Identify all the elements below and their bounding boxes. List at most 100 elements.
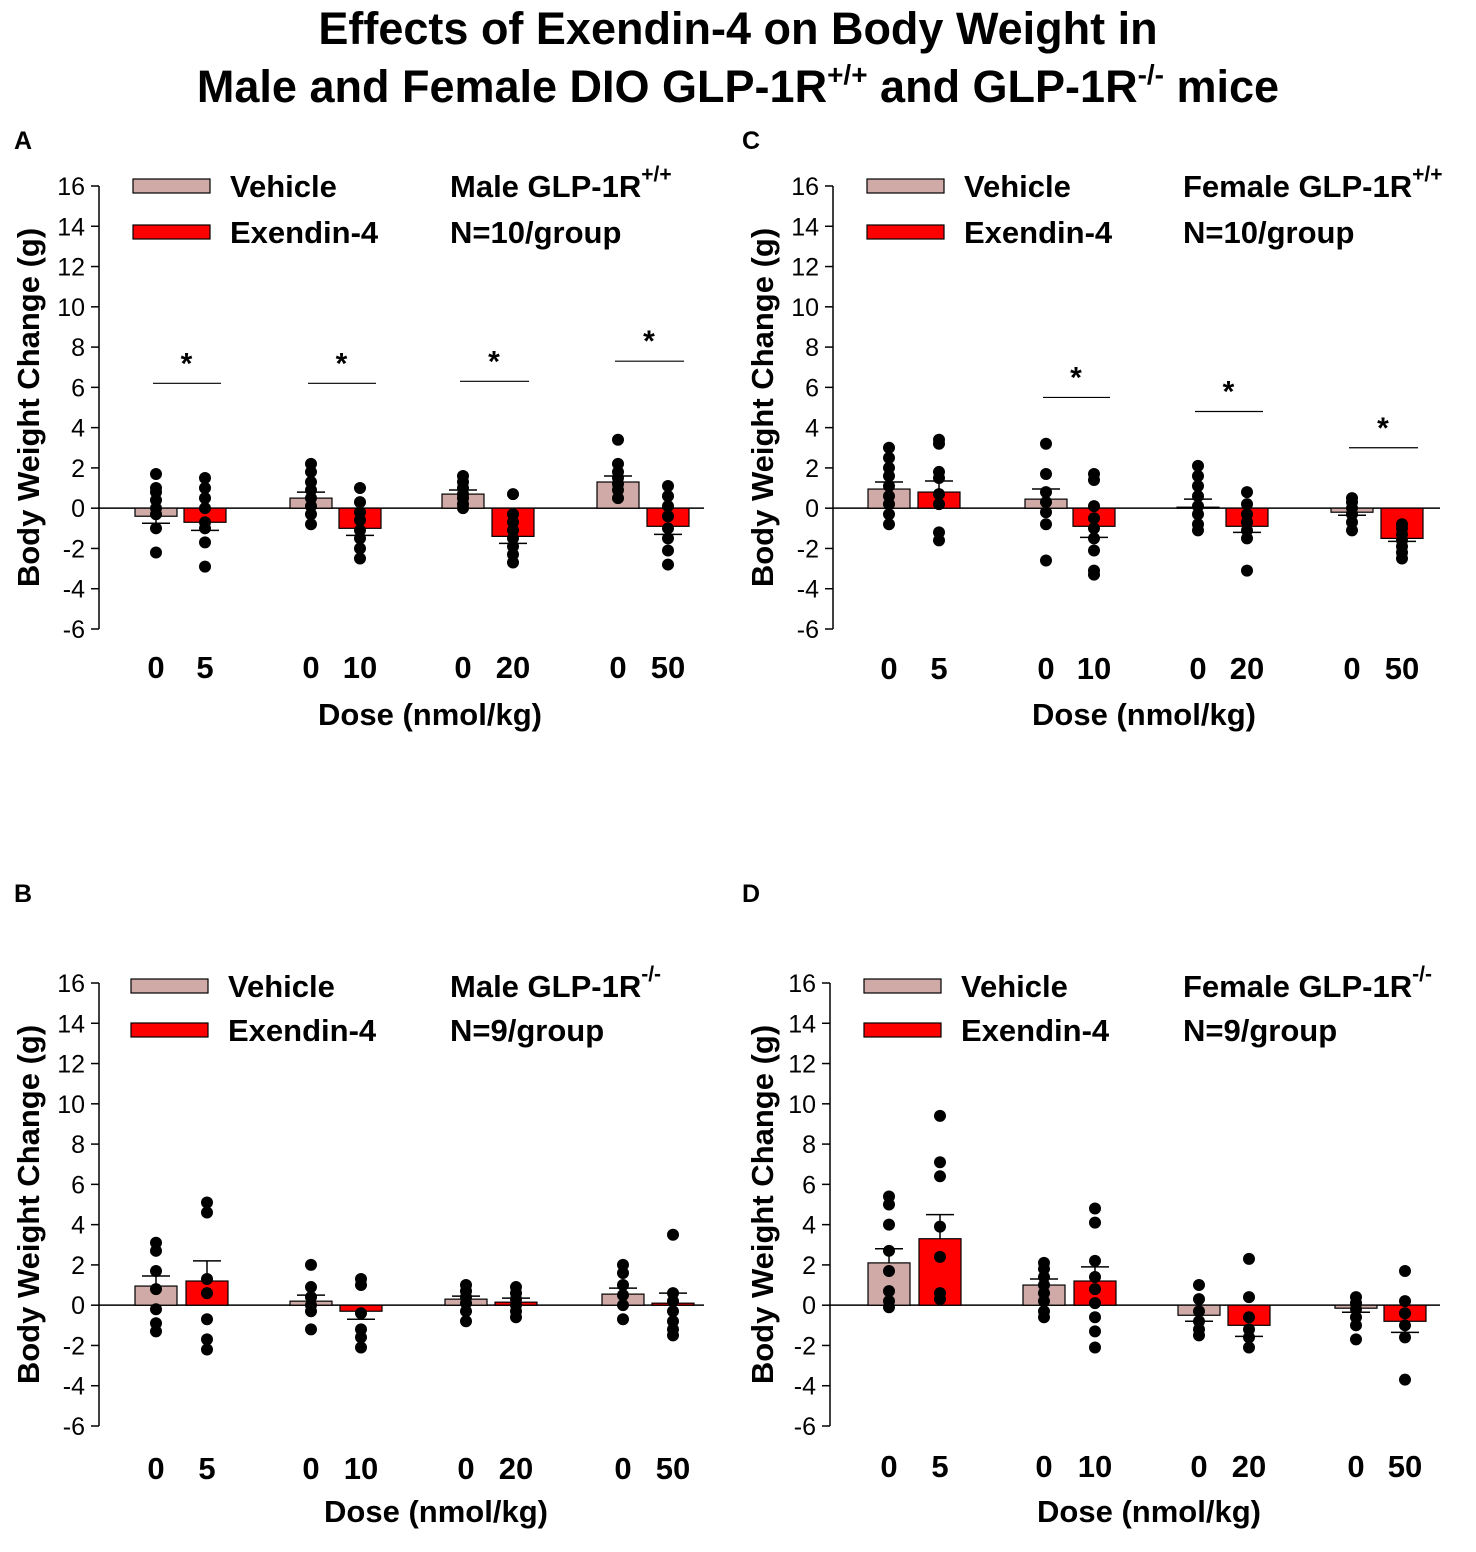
panel-d-data-point bbox=[934, 1293, 946, 1306]
panel-d-x-tick-label: 5 bbox=[931, 1449, 948, 1484]
panel-c-x-tick-label: 20 bbox=[1230, 651, 1264, 686]
panel-c-data-point bbox=[1346, 524, 1358, 537]
panel-b-data-point bbox=[617, 1313, 629, 1326]
panel-d-data-point bbox=[1038, 1295, 1050, 1308]
panel-d-data-point bbox=[883, 1301, 895, 1314]
panel-d-data-point bbox=[934, 1220, 946, 1233]
panel-b-legend-swatch-vehicle bbox=[130, 978, 209, 994]
panel-a-data-point bbox=[305, 508, 317, 521]
panel-d-group-name: Female GLP-1R bbox=[1183, 969, 1412, 1004]
panel-a-data-point bbox=[199, 471, 211, 484]
panel-c-data-point bbox=[933, 498, 945, 511]
panel-a-y-tick-label: -2 bbox=[63, 535, 85, 563]
panel-b-letter: B bbox=[14, 880, 32, 908]
panel-d-data-point bbox=[1243, 1291, 1255, 1304]
panel-c-legend-swatch-exendin bbox=[866, 224, 945, 240]
panel-d-data-point bbox=[1089, 1325, 1101, 1338]
panel-b-y-axis-label: Body Weight Change (g) bbox=[11, 1025, 46, 1384]
panel-a-data-point bbox=[507, 556, 519, 569]
panel-c-x-tick-label: 5 bbox=[930, 651, 947, 686]
panel-a-data-point bbox=[305, 518, 317, 531]
panel-b-group-name: Male GLP-1R bbox=[450, 969, 641, 1004]
panel-b-x-tick-label: 10 bbox=[344, 1451, 378, 1486]
panel-b-data-point bbox=[150, 1283, 162, 1296]
panel-b-data-point bbox=[617, 1279, 629, 1292]
panel-c-y-axis-label: Body Weight Change (g) bbox=[745, 228, 780, 587]
panel-a-legend-vehicle: Vehicle bbox=[230, 169, 337, 204]
panel-a-legend-exendin: Exendin-4 bbox=[230, 215, 379, 250]
panel-c-data-point bbox=[1040, 518, 1052, 531]
panel-a-y-tick-label: 8 bbox=[71, 334, 85, 362]
panel-c-y-tick-label: 14 bbox=[791, 213, 819, 241]
panel-a-data-point bbox=[662, 558, 674, 571]
panel-c-data-point bbox=[1192, 459, 1204, 472]
panel-a-x-tick-label: 0 bbox=[609, 650, 626, 685]
panel-a-x-tick-label: 50 bbox=[651, 650, 685, 685]
panel-a-x-axis-label: Dose (nmol/kg) bbox=[318, 697, 542, 732]
panel-c-x-tick-label: 0 bbox=[1037, 651, 1054, 686]
panel-d-data-point bbox=[1089, 1270, 1101, 1283]
panel-b-data-point bbox=[355, 1307, 367, 1320]
panel-a-data-point bbox=[662, 510, 674, 523]
panel-b-group-label: Male GLP-1R-/- bbox=[450, 963, 661, 1004]
panel-d-data-point bbox=[1243, 1331, 1255, 1344]
panel-c-data-point bbox=[1040, 467, 1052, 480]
panel-b-data-point bbox=[667, 1228, 679, 1241]
panel-b-data-point bbox=[305, 1323, 317, 1336]
panel-d-legend-swatch-vehicle bbox=[863, 978, 942, 994]
title-part-c: mice bbox=[1164, 61, 1280, 112]
figure-title: Effects of Exendin-4 on Body Weight in M… bbox=[0, 0, 1476, 116]
panel-a-group-genotype: +/+ bbox=[641, 163, 671, 186]
panel-d-y-tick-label: 8 bbox=[802, 1131, 816, 1159]
panel-b-data-point bbox=[617, 1266, 629, 1279]
panel-a-data-point bbox=[199, 502, 211, 515]
panel-a-data-point bbox=[662, 544, 674, 557]
panel-d-y-tick-label: 4 bbox=[802, 1212, 816, 1240]
panel-b-data-point bbox=[150, 1303, 162, 1316]
panel-c-significance-star: * bbox=[1223, 376, 1235, 409]
panel-b-y-tick-label: -2 bbox=[63, 1332, 85, 1360]
panel-a-y-tick-label: 4 bbox=[71, 415, 85, 443]
panel-b-data-point bbox=[667, 1329, 679, 1342]
panel-a-x-tick-label: 5 bbox=[196, 650, 213, 685]
panel-c-y-tick-label: 4 bbox=[805, 415, 819, 443]
panel-a-data-point bbox=[354, 552, 366, 565]
panel-d-data-point bbox=[1089, 1202, 1101, 1215]
panel-d-data-point bbox=[883, 1198, 895, 1211]
panel-a-data-point bbox=[662, 522, 674, 535]
panel-d-data-point bbox=[883, 1264, 895, 1277]
panel-b-data-point bbox=[150, 1244, 162, 1257]
panel-b-data-point bbox=[355, 1331, 367, 1344]
panel-a-y-axis-label: Body Weight Change (g) bbox=[11, 228, 46, 587]
panel-d-data-point bbox=[1089, 1283, 1101, 1296]
panel-b-x-axis-label: Dose (nmol/kg) bbox=[324, 1494, 548, 1529]
panel-d-data-point bbox=[1399, 1319, 1411, 1332]
panel-c-data-point bbox=[933, 471, 945, 484]
panel-a-y-tick-label: 6 bbox=[71, 374, 85, 402]
panel-b-x-tick-label: 0 bbox=[614, 1451, 631, 1486]
panel-a-data-point bbox=[662, 480, 674, 493]
panel-c-legend-swatch-vehicle bbox=[866, 178, 945, 194]
panel-c-y-tick-label: 10 bbox=[791, 294, 819, 322]
panel-b-legend-vehicle: Vehicle bbox=[228, 969, 335, 1004]
panel-a-significance-star: * bbox=[643, 325, 655, 358]
panel-b-data-point bbox=[617, 1289, 629, 1302]
panel-d-data-point bbox=[1089, 1311, 1101, 1324]
panel-b-x-tick-label: 20 bbox=[499, 1451, 533, 1486]
panel-a-data-point bbox=[354, 496, 366, 509]
panel-d-y-tick-label: 0 bbox=[802, 1292, 816, 1320]
panel-d-data-point bbox=[934, 1156, 946, 1169]
panel-d-x-tick-label: 50 bbox=[1388, 1449, 1422, 1484]
panel-b-data-point bbox=[667, 1305, 679, 1318]
panel-d-data-point bbox=[1038, 1311, 1050, 1324]
panel-b-y-tick-label: 2 bbox=[71, 1252, 85, 1280]
panel-a-data-point bbox=[150, 522, 162, 535]
panel-d-x-tick-label: 0 bbox=[880, 1449, 897, 1484]
panel-a-significance-star: * bbox=[488, 345, 500, 378]
panel-d-y-tick-label: 12 bbox=[788, 1051, 816, 1079]
panel-d-y-tick-label: 2 bbox=[802, 1252, 816, 1280]
panel-c-y-tick-label: 0 bbox=[805, 495, 819, 523]
panel-c-data-point bbox=[1192, 480, 1204, 493]
panel-d-y-tick-label: -4 bbox=[794, 1373, 816, 1401]
